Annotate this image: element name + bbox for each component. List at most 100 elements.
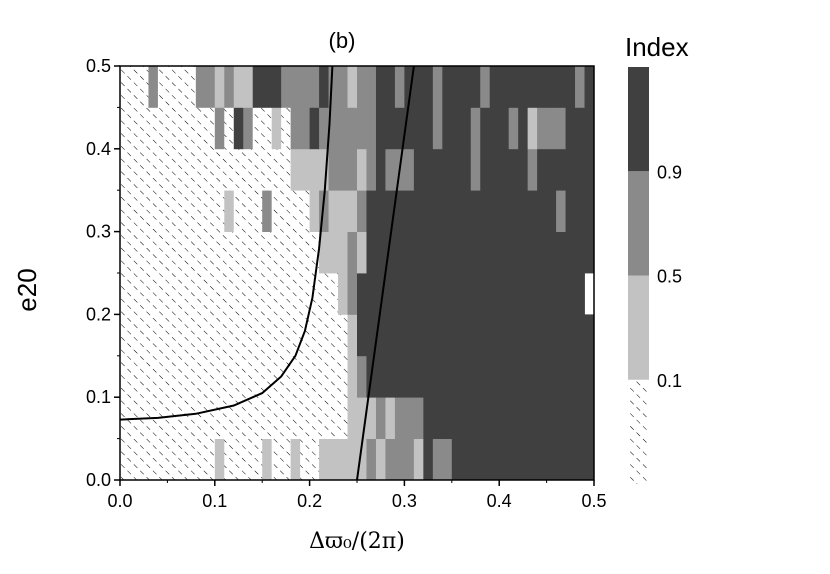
heatmap-cell <box>527 66 538 108</box>
heatmap-cell <box>281 190 292 232</box>
heatmap-cell <box>527 273 538 315</box>
heatmap-cell <box>489 273 500 315</box>
heatmap-cell <box>537 397 547 439</box>
heatmap-cell <box>129 190 140 232</box>
heatmap-cell <box>129 314 140 357</box>
heatmap-cell <box>546 273 557 315</box>
heatmap-cell <box>404 148 415 191</box>
heatmap-cell <box>138 66 149 108</box>
heatmap-cell <box>186 231 197 274</box>
heatmap-cell <box>214 355 225 398</box>
heatmap-cell <box>271 355 282 398</box>
heatmap-cell <box>584 314 594 357</box>
heatmap-cell <box>224 397 235 439</box>
heatmap-cell <box>537 66 547 108</box>
heatmap-cell <box>214 273 225 315</box>
heatmap-cell <box>556 231 566 274</box>
heatmap-cell <box>413 314 424 357</box>
y-axis-ticks: 0.0 0.1 0.2 0.3 0.4 0.5 <box>86 56 120 490</box>
heatmap-cell <box>423 314 434 357</box>
heatmap-cell <box>413 148 424 191</box>
heatmap-cell <box>157 314 168 357</box>
heatmap-cell <box>375 273 386 315</box>
heatmap-cell <box>451 397 462 439</box>
heatmap-cell <box>565 66 576 108</box>
heatmap-cell <box>385 314 396 357</box>
heatmap-cell <box>262 355 273 398</box>
heatmap-cell <box>347 107 358 150</box>
heatmap-cell <box>233 107 244 150</box>
x-tick-label: 0.4 <box>487 491 512 511</box>
heatmap-cell <box>385 190 396 232</box>
heatmap-cell <box>328 107 339 150</box>
heatmap-cell <box>262 148 273 191</box>
heatmap-cell <box>518 438 529 480</box>
heatmap-cell <box>252 314 263 357</box>
heatmap-cell <box>195 107 206 150</box>
heatmap-cell <box>556 190 566 232</box>
heatmap-cell <box>508 231 519 274</box>
legend-swatch <box>628 67 649 172</box>
heatmap-cell <box>565 355 576 398</box>
heatmap-cell <box>271 190 282 232</box>
heatmap-cell <box>309 314 320 357</box>
heatmap-cell <box>328 273 339 315</box>
heatmap-cell <box>404 273 415 315</box>
heatmap-cell <box>480 438 491 480</box>
heatmap-cell <box>148 438 159 480</box>
heatmap-cell <box>461 231 472 274</box>
heatmap-cell <box>546 314 557 357</box>
heatmap-cell <box>281 438 292 480</box>
heatmap-cell <box>338 66 348 108</box>
heatmap-cell <box>470 107 481 150</box>
heatmap-cell <box>489 190 500 232</box>
heatmap-cell <box>556 397 566 439</box>
heatmap-cell <box>584 438 594 480</box>
heatmap-cell <box>423 355 434 398</box>
heatmap-cell <box>546 231 557 274</box>
heatmap-cell <box>271 314 282 357</box>
heatmap-cell <box>157 438 168 480</box>
heatmap-cell <box>537 107 547 150</box>
heatmap-cell <box>394 190 405 232</box>
heatmap-cell <box>347 355 358 398</box>
heatmap-cell <box>451 148 462 191</box>
heatmap-cell <box>527 397 538 439</box>
heatmap-cell <box>499 231 510 274</box>
heatmap-cell <box>432 355 443 398</box>
heatmap-cell <box>442 314 453 357</box>
heatmap-cell <box>290 231 301 274</box>
heatmap-cell <box>176 397 187 439</box>
heatmap-cell <box>300 231 310 274</box>
heatmap-cell <box>347 190 358 232</box>
heatmap-cell <box>537 273 547 315</box>
heatmap-cell <box>518 397 529 439</box>
heatmap-cell <box>357 66 367 108</box>
heatmap-cell <box>546 148 557 191</box>
heatmap-cell <box>176 107 187 150</box>
heatmap-cell <box>375 107 386 150</box>
heatmap-cell <box>489 231 500 274</box>
heatmap-cell <box>432 397 443 439</box>
heatmap-cell <box>281 107 292 150</box>
heatmap-cell <box>565 397 576 439</box>
heatmap-cell <box>328 231 339 274</box>
heatmap-cell <box>404 438 415 480</box>
heatmap-cell <box>423 107 434 150</box>
heatmap-cell <box>556 148 566 191</box>
heatmap-cell <box>461 438 472 480</box>
heatmap-cell <box>338 355 348 398</box>
heatmap-cell <box>214 190 225 232</box>
heatmap-cell <box>451 107 462 150</box>
heatmap-cell <box>347 148 358 191</box>
x-tick-label: 0.2 <box>297 491 322 511</box>
heatmap-cell <box>584 148 594 191</box>
heatmap-cell <box>252 107 263 150</box>
heatmap-cell <box>319 355 329 398</box>
heatmap-cell <box>157 66 168 108</box>
heatmap-cell <box>584 190 594 232</box>
heatmap-cell <box>338 107 348 150</box>
heatmap-cell <box>319 190 329 232</box>
heatmap-cell <box>584 231 594 274</box>
